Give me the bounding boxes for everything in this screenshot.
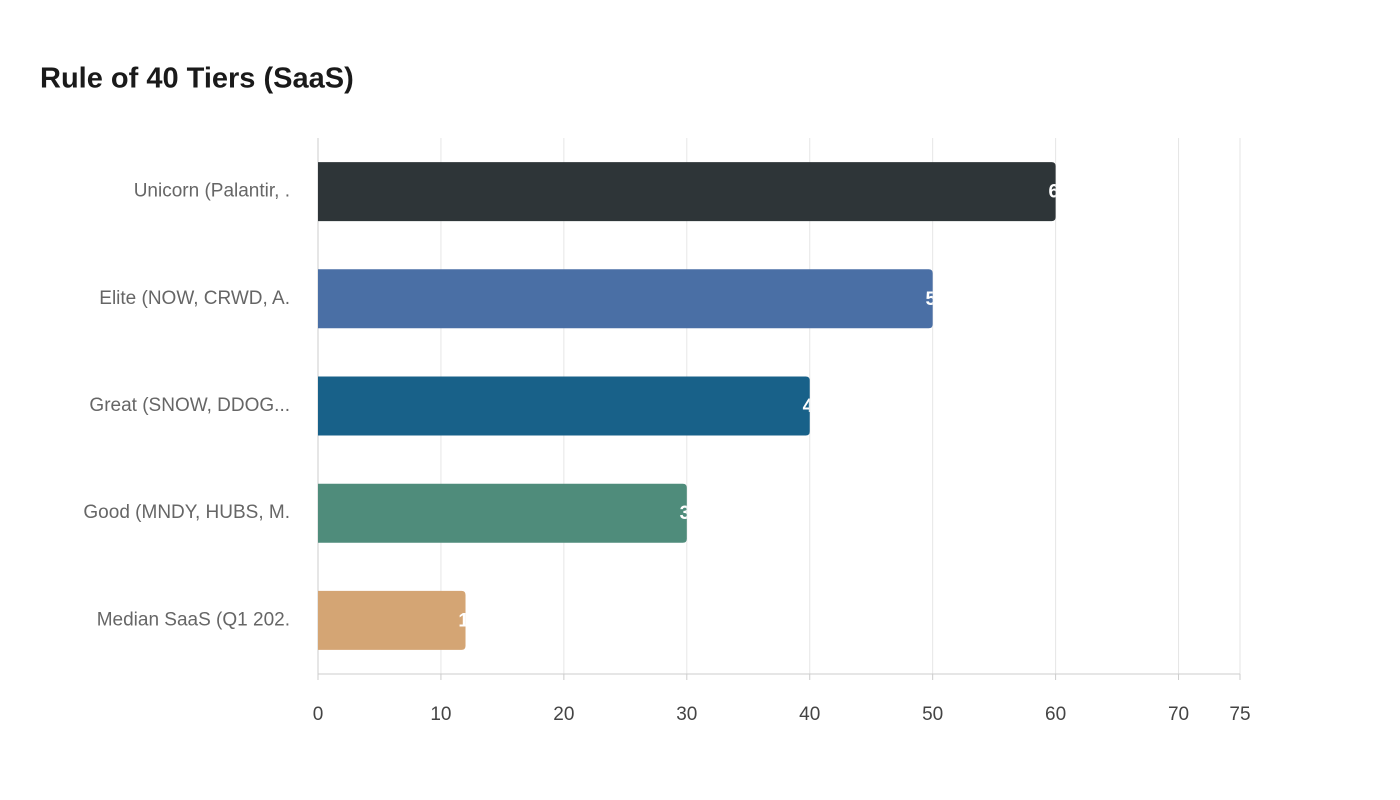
x-tick-label: 75 — [1229, 704, 1250, 725]
x-tick-label: 0 — [313, 704, 324, 725]
chart-title: Rule of 40 Tiers (SaaS) — [40, 63, 354, 95]
x-tick-label: 40 — [799, 704, 820, 725]
value-label: 40 — [803, 396, 824, 417]
y-tick-label: Elite (NOW, CRWD, A. — [99, 288, 290, 309]
value-label: 30 — [680, 503, 701, 524]
value-label: 60 — [1048, 182, 1069, 203]
x-tick-label: 10 — [430, 704, 451, 725]
y-tick-label: Great (SNOW, DDOG... — [89, 395, 290, 416]
y-tick-label: Median SaaS (Q1 202. — [97, 609, 290, 630]
x-tick-label: 50 — [922, 704, 943, 725]
value-label: 50 — [926, 289, 947, 310]
x-tick-label: 20 — [553, 704, 574, 725]
y-tick-label: Good (MNDY, HUBS, M. — [83, 502, 290, 523]
x-tick-label: 60 — [1045, 704, 1066, 725]
x-tick-label: 70 — [1168, 704, 1189, 725]
value-label: 12 — [458, 610, 479, 631]
bar — [318, 483, 687, 543]
bar — [318, 376, 810, 436]
bar — [318, 162, 1056, 222]
bar — [318, 590, 466, 650]
y-tick-label: Unicorn (Palantir, . — [134, 181, 290, 202]
bar — [318, 269, 933, 329]
x-tick-label: 30 — [676, 704, 697, 725]
